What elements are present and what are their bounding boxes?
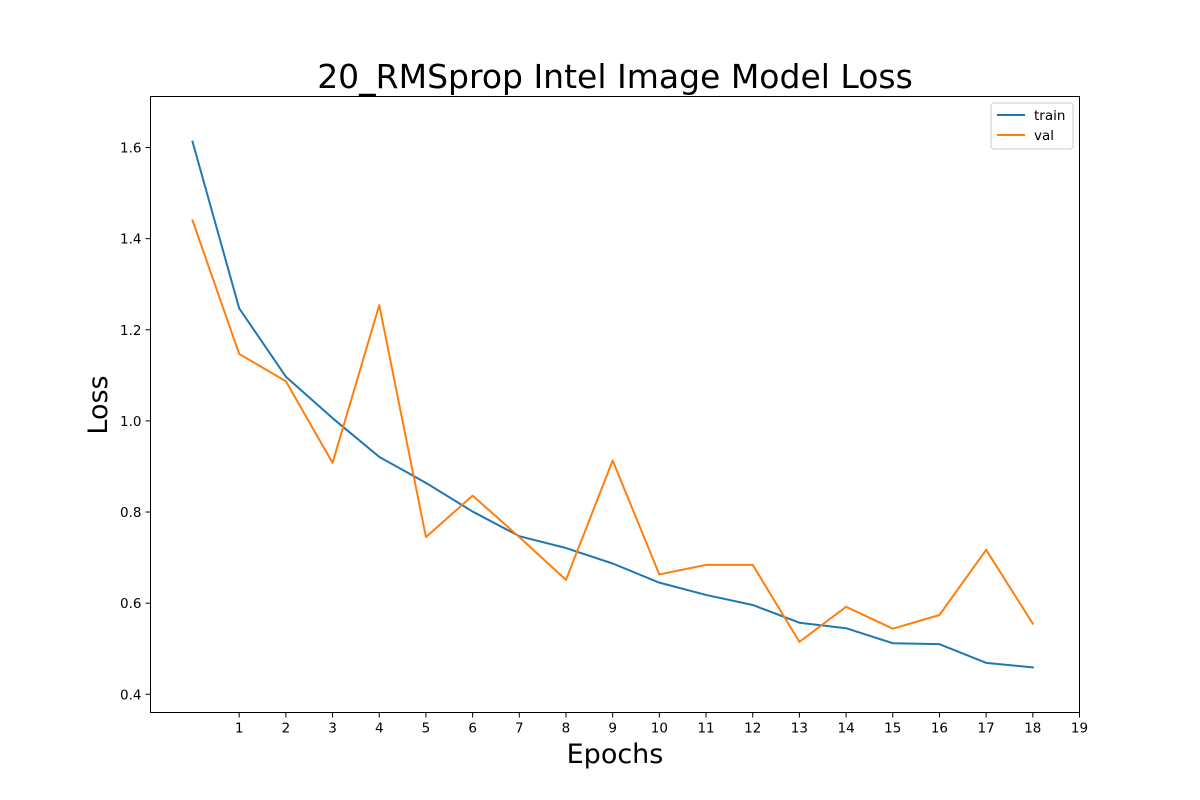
x-tick-label: 8 xyxy=(562,721,571,737)
x-tick-label: 6 xyxy=(468,721,477,737)
y-tick-label: 0.8 xyxy=(120,505,141,521)
x-axis-ticks: 1 2 3 4 5 6 7 8 9 10 11 12 13 14 15 16 17 18 19 xyxy=(235,712,1088,737)
y-tick-label: 0.6 xyxy=(120,596,141,612)
x-tick-label: 1 xyxy=(235,721,244,737)
x-tick-label: 4 xyxy=(375,721,384,737)
x-tick-label: 12 xyxy=(744,721,761,737)
series-line-val xyxy=(191,219,1035,643)
x-tick-label: 2 xyxy=(282,721,291,737)
y-tick-label: 1.2 xyxy=(120,323,141,339)
plot-frame xyxy=(150,96,1080,713)
x-tick-label: 13 xyxy=(791,721,808,737)
x-tick-label: 15 xyxy=(884,721,901,737)
x-tick-label: 11 xyxy=(697,721,714,737)
chart-title: 20_RMSprop Intel Image Model Loss xyxy=(317,57,913,96)
legend: train val xyxy=(990,102,1074,150)
x-tick-label: 16 xyxy=(931,721,948,737)
y-tick-label: 1.4 xyxy=(120,232,141,248)
x-tick-label: 17 xyxy=(978,721,995,737)
y-axis-label: Loss xyxy=(83,375,114,434)
y-tick-label: 1.6 xyxy=(120,141,141,157)
y-tick-label: 1.0 xyxy=(120,414,141,430)
x-tick-label: 18 xyxy=(1024,721,1041,737)
series-line-train xyxy=(191,140,1034,669)
x-tick-label: 19 xyxy=(1071,721,1088,737)
x-axis-label: Epochs xyxy=(567,739,664,770)
legend-label-train: train xyxy=(1034,108,1065,124)
y-axis-ticks: 0.4 0.6 0.8 1.0 1.2 1.4 1.6 xyxy=(120,141,151,703)
x-tick-label: 7 xyxy=(515,721,524,737)
legend-label-val: val xyxy=(1034,128,1054,144)
x-tick-label: 14 xyxy=(837,721,854,737)
series-lines xyxy=(191,140,1035,669)
x-tick-label: 5 xyxy=(422,721,431,737)
y-tick-label: 0.4 xyxy=(120,687,141,703)
x-tick-label: 3 xyxy=(328,721,337,737)
x-tick-label: 10 xyxy=(651,721,668,737)
x-tick-label: 9 xyxy=(608,721,617,737)
